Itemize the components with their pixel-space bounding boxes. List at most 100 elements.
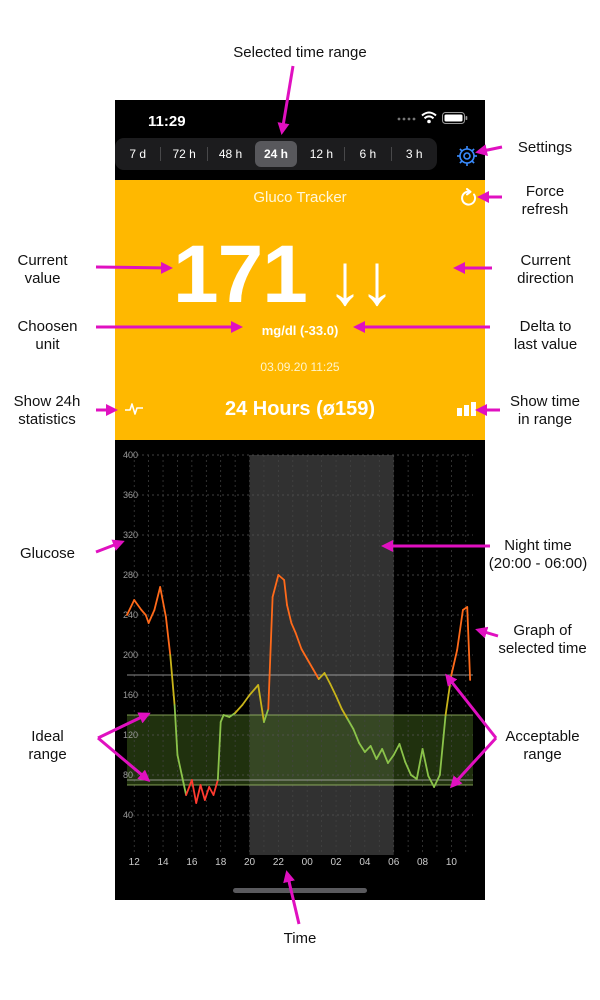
x-tick-label: 18 [215,857,227,868]
glucose-line-segment [375,748,384,760]
glucose-line-segment [466,606,472,681]
glucose-line-segment [222,714,231,718]
refresh-icon[interactable] [459,188,479,208]
y-tick-label: 400 [123,450,138,460]
annotation-selected-time-range: Selected time range [233,44,367,61]
glucose-line-segment [387,754,395,764]
glucose-line-segment [363,745,372,753]
glucose-line-segment [335,695,343,710]
time-range-12h[interactable]: 12 h [309,147,334,161]
x-tick-label: 08 [417,857,429,868]
pulse-icon[interactable] [125,402,143,416]
glucose-line-segment [169,654,176,706]
glucose-line-segment [381,748,389,764]
glucose-line-segment [312,668,320,680]
annotation-choosen-unit: Choosen unit [17,318,78,353]
glucose-line-segment [228,712,237,718]
segment-divider [160,147,162,161]
glucose-line-segment [438,714,447,776]
time-range-selector: 7 d 72 h 48 h 24 h 12 h 6 h 3 h [115,138,437,170]
y-tick-label: 320 [123,530,138,540]
unit-delta: mg/dl (-33.0) [261,323,339,338]
annotation-glucose: Glucose [19,545,76,562]
glucose-line-segment [358,742,366,753]
glucose-line-segment [195,784,202,804]
glucose-line-segment [176,754,183,776]
glucose-line-segment [267,596,274,710]
glucose-line-segment [153,586,162,611]
time-range-72h[interactable]: 72 h [172,147,196,161]
glucose-line-segment [306,658,314,670]
annotation-force-refresh: Force refresh [521,183,569,218]
x-tick-label: 16 [186,857,198,868]
glucose-line-segment [456,609,464,651]
glucose-line-segment [427,775,435,788]
y-tick-label: 360 [123,490,138,500]
time-range-3h[interactable]: 3 h [405,147,423,161]
glucose-line-segment [199,784,206,801]
y-tick-label: 160 [123,690,138,700]
glucose-line-segment [165,616,172,656]
glucose-line-segment [263,708,270,723]
glucose-line-segment [147,609,156,624]
annotation-show-time-in-range: Show time in range [509,393,581,428]
glucose-line-segment [294,632,303,650]
time-range-48h[interactable]: 48 h [218,147,243,161]
glucose-line-segment [286,604,293,624]
glucose-line-segment [241,694,251,706]
annotation-settings: Settings [517,139,573,156]
annotation-time: Time [283,930,317,947]
y-tick-label: 40 [123,810,133,820]
glucose-line-segment [190,779,198,804]
annotation-graph-of-selected-time: Graph of selected time [498,622,587,657]
glucose-line-segment [444,674,453,716]
glucose-line-segment [398,743,407,763]
signal-dots-icon [397,117,416,121]
time-range-24h-selected[interactable]: 24 h [255,141,297,167]
glucose-line-segment [300,648,309,660]
glucose-line-segment [208,786,215,796]
glucose-line-segment [392,743,401,756]
trend-arrows: ↓↓ [327,240,395,320]
x-tick-label: 22 [273,857,285,868]
glucose-line-segment [271,574,280,598]
glucose-line-segment [234,704,244,714]
time-range-6h[interactable]: 6 h [359,147,377,161]
glucose-line-segment [283,579,288,606]
status-time: 11:29 [148,113,186,130]
segment-divider [390,147,392,161]
y-tick-label: 280 [123,570,138,580]
segment-divider [206,147,208,161]
annotation-delta-to-last-value: Delta to last value [513,318,578,353]
glucose-line-segment [346,718,355,730]
glucose-line-segment [257,684,265,723]
stats-summary[interactable]: 24 Hours (ø159) [224,398,376,420]
bar-chart-icon[interactable] [457,402,477,416]
glucose-line-segment [415,748,424,780]
glucose-line-segment [421,748,430,777]
x-tick-label: 10 [446,857,458,868]
glucose-line-segment [248,684,260,696]
glucose-line-segment [219,714,225,723]
glucose-line-segment [173,704,179,756]
current-glucose-value: 171 [173,229,308,320]
glucose-line-segment [159,586,167,618]
glucose-line-segment [433,774,441,788]
glucose-header: Gluco Tracker 171 ↓↓ mg/dl (-33.0) 03.09… [115,180,485,440]
glucose-line-segment [144,614,150,624]
glucose-line-segment [203,786,211,801]
glucose-line-segment [404,761,412,776]
glucose-line-segment [340,708,349,720]
home-indicator [233,888,367,893]
segment-divider [344,147,346,161]
glucose-line-segment [329,683,337,697]
wifi-icon [421,111,437,124]
gear-icon[interactable] [456,145,478,167]
x-tick-label: 02 [330,857,342,868]
glucose-line-segment [290,622,297,634]
annotation-current-direction: Current direction [517,252,574,287]
glucose-line-segment [317,672,326,680]
status-bar: 11:29 [115,100,485,138]
time-range-7d[interactable]: 7 d [129,147,147,161]
glucose-line-segment [133,599,143,611]
